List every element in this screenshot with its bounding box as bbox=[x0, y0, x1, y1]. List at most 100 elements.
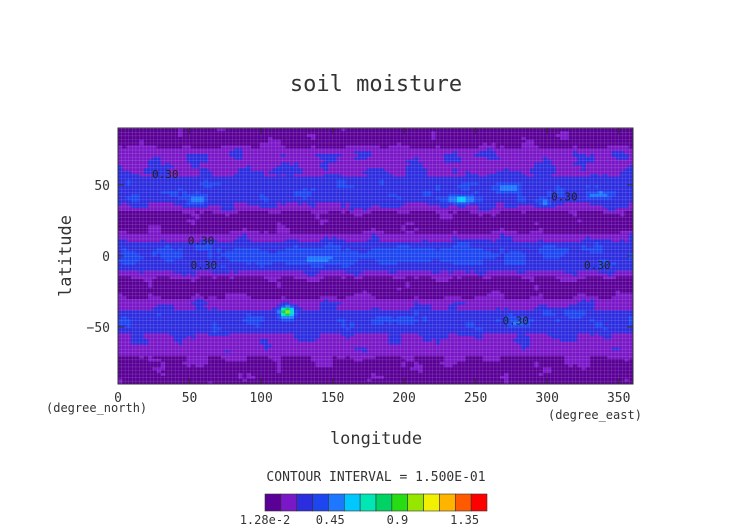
contour-cell bbox=[135, 378, 140, 382]
contour-cell bbox=[208, 250, 213, 254]
contour-cell bbox=[221, 250, 226, 254]
contour-cell bbox=[289, 227, 295, 231]
contour-cell bbox=[212, 250, 218, 254]
contour-cell bbox=[135, 204, 140, 209]
contour-cell bbox=[238, 219, 243, 223]
contour-cell bbox=[263, 270, 269, 274]
contour-cell bbox=[272, 136, 278, 140]
contour-cell bbox=[293, 278, 299, 282]
contour-cell bbox=[251, 233, 256, 237]
contour-cell bbox=[130, 369, 136, 374]
contour-cell bbox=[242, 187, 248, 191]
contour-cell bbox=[156, 315, 162, 319]
contour-cell bbox=[178, 358, 183, 362]
contour-cell bbox=[255, 236, 261, 240]
contour-cell bbox=[173, 349, 179, 354]
contour-cell bbox=[255, 273, 261, 277]
contour-cell bbox=[268, 332, 273, 337]
contour-cell bbox=[186, 207, 192, 211]
contour-cell bbox=[203, 287, 209, 291]
contour-cell bbox=[229, 329, 235, 334]
contour-cell bbox=[263, 364, 269, 368]
contour-cell bbox=[195, 241, 200, 246]
contour-cell bbox=[143, 256, 149, 260]
contour-cell bbox=[311, 307, 316, 311]
contour-cell bbox=[208, 366, 213, 371]
contour-cell bbox=[229, 355, 235, 359]
contour-cell bbox=[311, 153, 316, 157]
contour-cell bbox=[139, 258, 145, 263]
contour-cell bbox=[165, 304, 170, 308]
contour-cell bbox=[238, 364, 243, 368]
contour-cell bbox=[186, 156, 192, 160]
contour-cell bbox=[182, 341, 188, 345]
contour-cell bbox=[255, 298, 261, 302]
contour-cell bbox=[221, 310, 226, 314]
contour-cell bbox=[281, 290, 286, 294]
contour-cell bbox=[225, 275, 230, 280]
contour-cell bbox=[289, 270, 295, 274]
contour-cell bbox=[169, 201, 175, 206]
contour-cell bbox=[216, 369, 222, 374]
contour-cell bbox=[289, 301, 295, 305]
contour-cell bbox=[208, 207, 213, 211]
contour-cell bbox=[139, 301, 145, 305]
contour-cell bbox=[221, 219, 226, 223]
contour-cell bbox=[190, 341, 196, 345]
contour-cell bbox=[263, 199, 269, 203]
contour-cell bbox=[126, 341, 132, 345]
contour-cell bbox=[263, 139, 269, 143]
contour-cell bbox=[259, 204, 265, 209]
contour-cell bbox=[302, 312, 308, 317]
contour-cell bbox=[178, 369, 183, 374]
contour-cell bbox=[182, 295, 188, 300]
contour-cell bbox=[259, 264, 265, 268]
contour-cell bbox=[208, 318, 213, 322]
contour-cell bbox=[281, 153, 286, 157]
contour-cell bbox=[345, 332, 351, 337]
contour-cell bbox=[221, 361, 226, 365]
contour-cell bbox=[311, 190, 316, 194]
contour-cell bbox=[178, 224, 183, 228]
contour-cell bbox=[263, 347, 269, 351]
contour-cell bbox=[225, 173, 230, 177]
contour-cell bbox=[216, 335, 222, 339]
contour-cell bbox=[251, 267, 256, 271]
contour-cell bbox=[122, 267, 127, 271]
contour-cell bbox=[212, 244, 218, 248]
contour-cell bbox=[272, 247, 278, 251]
contour-cell bbox=[195, 128, 200, 132]
contour-cell bbox=[212, 278, 218, 282]
contour-cell bbox=[186, 153, 192, 157]
contour-cell bbox=[169, 130, 175, 135]
contour-cell bbox=[195, 145, 200, 149]
contour-cell bbox=[336, 366, 342, 371]
contour-cell bbox=[233, 270, 239, 274]
contour-cell bbox=[315, 204, 321, 209]
contour-cell bbox=[199, 230, 205, 234]
contour-cell bbox=[178, 147, 183, 152]
contour-cell bbox=[259, 247, 265, 251]
contour-cell bbox=[246, 327, 252, 331]
contour-cell bbox=[229, 187, 235, 191]
contour-cell bbox=[225, 352, 230, 356]
contour-cell bbox=[165, 156, 170, 160]
contour-cell bbox=[190, 159, 196, 163]
contour-cell bbox=[152, 162, 158, 166]
contour-cell bbox=[139, 150, 145, 154]
contour-cell bbox=[118, 366, 123, 371]
contour-cell bbox=[246, 332, 252, 337]
contour-cell bbox=[293, 347, 299, 351]
contour-cell bbox=[139, 136, 145, 140]
contour-cell bbox=[148, 284, 153, 288]
contour-cell bbox=[336, 253, 342, 257]
contour-cell bbox=[186, 210, 192, 214]
contour-cell bbox=[160, 267, 166, 271]
contour-cell bbox=[118, 321, 123, 325]
contour-cell bbox=[238, 182, 243, 186]
contour-cell bbox=[182, 287, 188, 291]
contour-cell bbox=[178, 250, 183, 254]
contour-cell bbox=[139, 207, 145, 211]
contour-cell bbox=[148, 133, 153, 137]
contour-cell bbox=[122, 193, 127, 197]
